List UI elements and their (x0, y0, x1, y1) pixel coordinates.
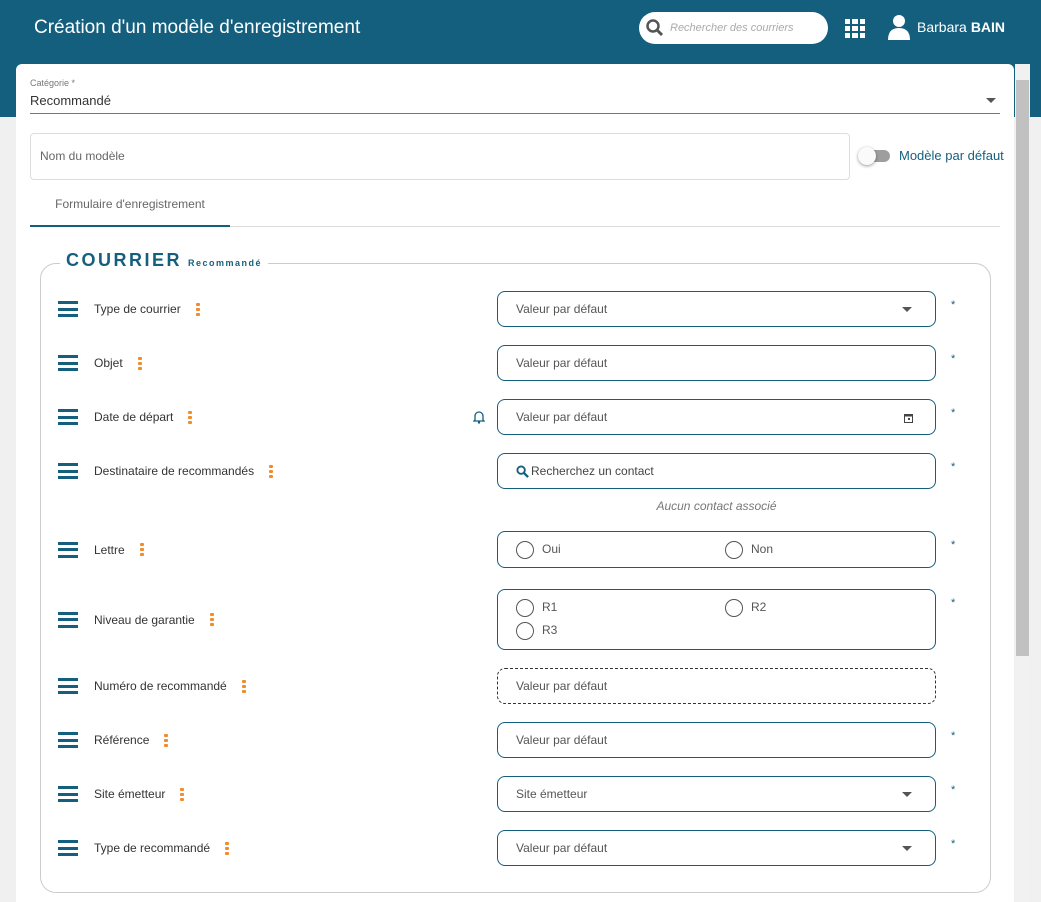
tab-divider (30, 226, 1000, 227)
scrollbar-thumb[interactable] (1016, 80, 1029, 656)
chevron-down-icon (902, 792, 912, 797)
search-placeholder: Rechercher des courriers (670, 22, 794, 34)
drag-handle-icon[interactable] (58, 541, 78, 558)
field-placeholder: Valeur par défaut (516, 679, 608, 693)
drag-handle-icon[interactable] (58, 786, 78, 802)
tab-registration-form[interactable]: Formulaire d'enregistrement (30, 187, 230, 227)
user-first-name: Barbara (917, 19, 967, 35)
required-marker: * (951, 730, 956, 742)
category-select[interactable]: Catégorie * Recommandé (30, 78, 1000, 114)
field-input[interactable]: Oui Non (497, 531, 936, 568)
radio-option[interactable]: Oui (516, 541, 561, 559)
courrier-fieldset (40, 263, 991, 893)
radio-option[interactable]: R3 (516, 622, 557, 640)
field-placeholder: Valeur par défaut (516, 841, 608, 855)
default-model-toggle[interactable]: Modèle par défaut (858, 146, 1004, 165)
drag-handle-icon[interactable] (58, 732, 78, 748)
more-options-icon[interactable] (195, 302, 200, 316)
more-options-icon[interactable] (209, 613, 214, 626)
search-icon (646, 19, 664, 37)
more-options-icon[interactable] (241, 679, 246, 693)
field-input[interactable]: Valeur par défaut (497, 722, 936, 758)
field-placeholder: Valeur par défaut (516, 302, 608, 316)
apps-grid-icon[interactable] (845, 19, 865, 38)
no-contact-note: Aucun contact associé (656, 499, 777, 513)
drag-handle-icon[interactable] (58, 840, 78, 856)
category-label: Catégorie * (30, 78, 76, 88)
field-input[interactable]: Valeur par défaut (497, 345, 936, 381)
more-options-icon[interactable] (180, 787, 185, 801)
form-card: Catégorie * Recommandé Nom du modèle Mod… (16, 64, 1014, 902)
field-label: Type de courrier (94, 302, 181, 316)
search-input[interactable]: Rechercher des courriers (639, 12, 828, 44)
required-marker: * (951, 461, 956, 473)
field-label: Lettre (94, 542, 125, 557)
field-label: Destinataire de recommandés (94, 464, 255, 478)
radio-option[interactable]: Non (725, 541, 773, 559)
toggle-label: Modèle par défaut (899, 148, 1004, 163)
field-label: Date de départ (94, 410, 174, 424)
section-title: COURRIER (66, 250, 183, 270)
search-icon (516, 464, 529, 478)
more-options-icon[interactable] (139, 543, 144, 556)
user-icon (888, 15, 910, 40)
field-input[interactable]: Site émetteur (497, 776, 936, 812)
drag-handle-icon[interactable] (58, 463, 78, 479)
field-label: Niveau de garantie (94, 612, 195, 627)
chevron-down-icon (986, 98, 996, 103)
section-subtitle: Recommandé (188, 258, 263, 268)
drag-handle-icon[interactable] (58, 301, 78, 317)
user-menu[interactable]: Barbara BAIN (887, 14, 1005, 40)
page-title: Création d'un modèle d'enregistrement (34, 17, 361, 38)
field-label: Type de recommandé (94, 841, 211, 855)
model-name-input[interactable]: Nom du modèle (30, 133, 850, 180)
field-placeholder: Valeur par défaut (516, 733, 608, 747)
chevron-down-icon (902, 307, 912, 312)
more-options-icon[interactable] (188, 410, 193, 424)
field-input[interactable]: Recherchez un contact (497, 453, 936, 489)
required-marker: * (951, 539, 956, 551)
category-value: Recommandé (30, 93, 111, 108)
required-marker: * (951, 597, 956, 609)
drag-handle-icon[interactable] (58, 409, 78, 425)
field-placeholder: Recherchez un contact (531, 464, 654, 478)
drag-handle-icon[interactable] (58, 678, 78, 694)
field-input[interactable]: Valeur par défaut (497, 668, 936, 704)
field-label: Site émetteur (94, 787, 166, 801)
field-input[interactable]: R1 R2 R3 (497, 589, 936, 650)
required-marker: * (951, 353, 956, 365)
field-placeholder: Valeur par défaut (516, 410, 608, 424)
radio-option[interactable]: R1 (516, 599, 557, 617)
field-placeholder: Valeur par défaut (516, 356, 608, 370)
more-options-icon[interactable] (164, 733, 169, 747)
scrollbar[interactable] (1015, 64, 1030, 902)
user-last-name: BAIN (970, 19, 1006, 35)
field-input[interactable]: Valeur par défaut (497, 291, 936, 327)
required-marker: * (951, 784, 956, 796)
field-label: Numéro de recommandé (94, 679, 227, 693)
radio-option[interactable]: R2 (725, 599, 766, 617)
drag-handle-icon[interactable] (58, 611, 78, 628)
required-marker: * (951, 299, 956, 311)
more-options-icon[interactable] (225, 841, 230, 855)
calendar-icon[interactable] (904, 413, 913, 423)
bell-icon[interactable] (473, 410, 485, 424)
required-marker: * (951, 407, 956, 419)
more-options-icon[interactable] (269, 464, 274, 478)
drag-handle-icon[interactable] (58, 355, 78, 371)
field-input[interactable]: Valeur par défaut (497, 399, 936, 435)
section-legend: COURRIER Recommandé (60, 250, 269, 271)
field-label: Référence (94, 733, 150, 747)
more-options-icon[interactable] (137, 356, 142, 370)
chevron-down-icon (902, 846, 912, 851)
field-input[interactable]: Valeur par défaut (497, 830, 936, 866)
field-label: Objet (94, 356, 123, 370)
field-placeholder: Site émetteur (516, 787, 588, 801)
required-marker: * (951, 838, 956, 850)
